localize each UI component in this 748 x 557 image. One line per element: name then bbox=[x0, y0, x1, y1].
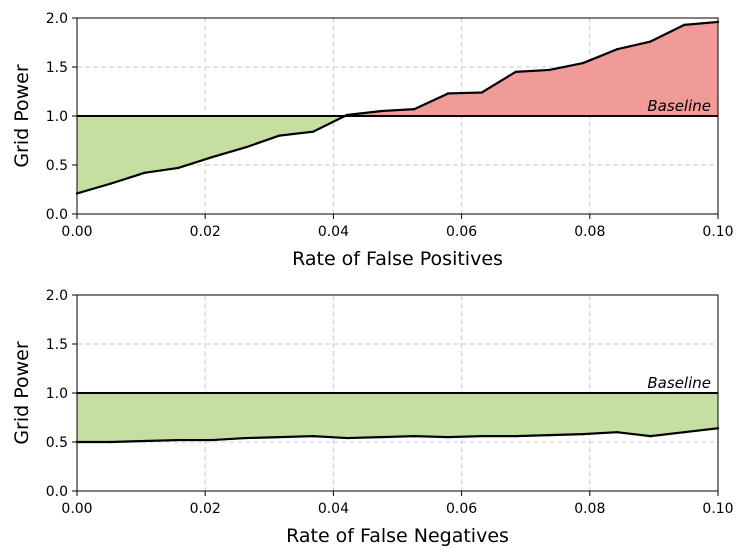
baseline-label: Baseline bbox=[647, 97, 711, 115]
data-point bbox=[109, 440, 112, 444]
data-point bbox=[379, 435, 382, 439]
y-tick-label: 0.0 bbox=[46, 484, 68, 500]
data-point bbox=[210, 155, 214, 159]
x-tick-label: 0.04 bbox=[318, 224, 349, 240]
data-point bbox=[514, 434, 517, 438]
y-tick-label: 2.0 bbox=[46, 288, 68, 304]
x-axis-label: Rate of False Negatives bbox=[286, 525, 509, 547]
y-tick-label: 1.5 bbox=[46, 60, 68, 76]
data-point bbox=[311, 434, 315, 438]
x-tick-label: 0.04 bbox=[318, 501, 349, 517]
data-point bbox=[109, 182, 112, 185]
fill-below-baseline bbox=[77, 116, 718, 194]
x-tick-label: 0.00 bbox=[61, 501, 92, 517]
data-point bbox=[446, 92, 450, 95]
y-tick-label: 2.0 bbox=[46, 11, 68, 27]
data-point bbox=[615, 48, 618, 51]
data-point bbox=[683, 23, 686, 27]
baseline-label: Baseline bbox=[647, 374, 711, 392]
series-line bbox=[76, 20, 719, 195]
y-axis-label: Grid Power bbox=[11, 64, 33, 168]
data-point bbox=[649, 434, 652, 438]
data-point bbox=[244, 146, 247, 149]
y-tick-label: 1.5 bbox=[46, 337, 68, 353]
data-point bbox=[311, 130, 315, 133]
x-tick-label: 0.06 bbox=[446, 224, 477, 240]
fill-above-baseline bbox=[77, 21, 718, 116]
y-tick-label: 0.5 bbox=[46, 435, 68, 451]
series-line bbox=[77, 427, 719, 444]
x-tick-label: 0.08 bbox=[574, 224, 605, 240]
data-point bbox=[143, 171, 146, 175]
data-point bbox=[514, 70, 517, 74]
data-point bbox=[548, 433, 551, 437]
data-point bbox=[379, 109, 382, 113]
data-point bbox=[480, 434, 484, 438]
data-point bbox=[683, 431, 686, 434]
x-tick-label: 0.02 bbox=[190, 501, 221, 517]
x-tick-label: 0.10 bbox=[702, 224, 733, 240]
data-point bbox=[244, 436, 247, 440]
data-point bbox=[581, 61, 585, 65]
x-tick-label: 0.06 bbox=[446, 501, 477, 517]
data-point bbox=[413, 107, 416, 111]
fill-below-baseline bbox=[77, 393, 718, 442]
data-point bbox=[649, 40, 652, 43]
y-tick-label: 1.0 bbox=[46, 109, 68, 125]
data-point bbox=[143, 439, 146, 443]
data-point bbox=[278, 134, 281, 137]
data-point bbox=[548, 68, 551, 72]
x-axis-label: Rate of False Positives bbox=[292, 248, 503, 270]
data-point bbox=[480, 91, 484, 94]
data-point bbox=[278, 435, 281, 439]
x-tick-label: 0.10 bbox=[702, 501, 733, 517]
y-axis-label: Grid Power bbox=[11, 341, 33, 445]
data-point bbox=[345, 436, 349, 440]
data-point bbox=[177, 166, 180, 170]
x-tick-label: 0.00 bbox=[61, 224, 92, 240]
data-point bbox=[345, 113, 349, 117]
y-tick-label: 1.0 bbox=[46, 386, 68, 402]
false-positives-chart: 0.00 0.02 0.04 0.06 0.08 0.10 0.0 0.5 1.0 1.5 2.0 R… bbox=[11, 11, 734, 270]
false-negatives-chart: 0.00 0.02 0.04 0.06 0.08 0.10 0.0 0.5 1.0 1.5 2.0 R… bbox=[11, 288, 734, 547]
data-point bbox=[413, 434, 416, 438]
data-point bbox=[581, 432, 585, 436]
data-point bbox=[446, 435, 450, 439]
data-point bbox=[615, 431, 618, 434]
x-tick-label: 0.02 bbox=[190, 224, 221, 240]
y-tick-label: 0.5 bbox=[46, 158, 68, 174]
x-tick-label: 0.08 bbox=[574, 501, 605, 517]
y-tick-label: 0.0 bbox=[46, 207, 68, 223]
data-point bbox=[210, 438, 214, 442]
data-point bbox=[177, 438, 180, 442]
